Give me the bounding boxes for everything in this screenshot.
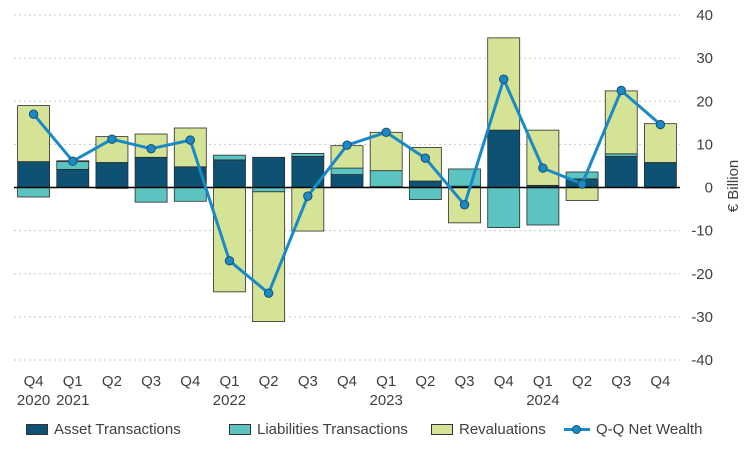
gridlines bbox=[14, 14, 680, 361]
x-tick-year: 2024 bbox=[526, 392, 559, 409]
net-wealth-point-15 bbox=[616, 85, 626, 96]
bar-liabilities-transactions-8 bbox=[330, 167, 364, 175]
legend-item-liabilities-transactions: Liabilities Transactions bbox=[229, 416, 408, 442]
x-tick-quarter: Q4 bbox=[180, 373, 200, 390]
bar-asset-transactions-6 bbox=[252, 156, 286, 188]
legend-label: Liabilities Transactions bbox=[257, 420, 408, 438]
net-wealth-point-10 bbox=[420, 153, 431, 163]
bar-asset-transactions-5 bbox=[213, 159, 246, 188]
bar-asset-transactions-10 bbox=[408, 180, 442, 188]
x-tick-quarter: Q4 bbox=[650, 373, 670, 390]
bar-asset-transactions-12 bbox=[487, 129, 521, 188]
legend-swatch-net-wealth bbox=[564, 424, 590, 435]
x-tick-quarter: Q3 bbox=[298, 373, 318, 390]
x-tick-quarter: Q2 bbox=[259, 373, 279, 390]
net-wealth-point-12 bbox=[499, 74, 509, 84]
net-wealth-point-0 bbox=[28, 109, 39, 119]
bar-revaluations-14 bbox=[565, 187, 599, 201]
legend-swatch-liabilities-transactions bbox=[229, 423, 251, 435]
x-tick-quarter: Q3 bbox=[455, 373, 475, 390]
y-tick-label: -30 bbox=[691, 309, 713, 326]
y-tick-label: 20 bbox=[696, 93, 713, 110]
x-tick-quarter: Q3 bbox=[141, 373, 161, 390]
net-wealth-point-13 bbox=[538, 163, 548, 173]
legend-item-revaluations: Revaluations bbox=[431, 416, 546, 442]
net-wealth-point-9 bbox=[381, 127, 391, 138]
net-wealth-point-8 bbox=[342, 140, 352, 150]
x-tick-quarter: Q2 bbox=[572, 373, 592, 390]
bars bbox=[17, 37, 677, 323]
net-wealth-point-16 bbox=[655, 119, 666, 130]
bar-asset-transactions-1 bbox=[56, 168, 90, 188]
y-axis-ticks: -40 -30 -20 -10 0 10 20 30 40 bbox=[691, 7, 713, 369]
x-tick-quarter: Q4 bbox=[337, 373, 357, 390]
net-wealth-point-3 bbox=[146, 143, 156, 154]
bar-liabilities-transactions-5 bbox=[213, 154, 246, 161]
legend-item-asset-transactions: Asset Transactions bbox=[26, 416, 181, 442]
x-axis-ticks: Q4 2020 Q1 2021 Q2 Q3 Q4 Q1 2022 Q2 Q3 Q4 Q1 2023 Q2 Q3… bbox=[17, 373, 671, 409]
bar-asset-transactions-0 bbox=[17, 161, 50, 188]
x-tick-quarter: Q1 bbox=[63, 373, 83, 390]
bar-revaluations-6 bbox=[252, 191, 286, 323]
x-tick-quarter: Q3 bbox=[611, 373, 631, 390]
x-tick-quarter: Q4 bbox=[24, 373, 44, 390]
legend-label: Revaluations bbox=[459, 420, 546, 438]
bar-liabilities-transactions-0 bbox=[17, 187, 50, 198]
bar-liabilities-transactions-4 bbox=[173, 187, 207, 202]
net-wealth-point-11 bbox=[459, 200, 470, 210]
legend-label: Asset Transactions bbox=[54, 420, 181, 438]
legend-swatch-asset-transactions bbox=[26, 423, 48, 435]
net-wealth-point-1 bbox=[68, 156, 78, 166]
x-tick-year: 2021 bbox=[56, 392, 89, 409]
bar-revaluations-4 bbox=[173, 127, 207, 168]
x-tick-quarter: Q1 bbox=[376, 373, 396, 390]
x-tick-year: 2020 bbox=[17, 392, 50, 409]
bar-asset-transactions-2 bbox=[95, 162, 129, 188]
y-tick-label: 0 bbox=[705, 180, 713, 197]
bar-liabilities-transactions-14 bbox=[565, 171, 599, 180]
y-tick-label: 10 bbox=[696, 136, 713, 153]
x-tick-quarter: Q4 bbox=[494, 373, 514, 390]
net-wealth-point-4 bbox=[185, 135, 195, 145]
y-tick-label: 30 bbox=[696, 50, 713, 67]
bar-asset-transactions-16 bbox=[644, 162, 677, 188]
y-tick-label: -20 bbox=[691, 266, 713, 283]
y-tick-label: 40 bbox=[696, 7, 713, 24]
y-tick-label: -40 bbox=[691, 352, 713, 369]
legend-label: Q-Q Net Wealth bbox=[596, 420, 703, 438]
x-tick-quarter: Q2 bbox=[415, 373, 435, 390]
bar-asset-transactions-15 bbox=[604, 156, 638, 188]
legend-item-net-wealth: Q-Q Net Wealth bbox=[564, 416, 702, 442]
bar-liabilities-transactions-13 bbox=[526, 187, 560, 226]
y-axis-label: € Billion bbox=[725, 160, 742, 213]
net-wealth-line-group bbox=[28, 74, 666, 298]
bar-asset-transactions-8 bbox=[330, 174, 364, 188]
net-wealth-point-14 bbox=[577, 179, 587, 189]
legend-swatch-revaluations bbox=[431, 423, 453, 435]
net-wealth-point-6 bbox=[263, 288, 274, 298]
net-wealth-point-5 bbox=[224, 256, 235, 266]
x-tick-year: 2023 bbox=[369, 392, 402, 409]
bar-liabilities-transactions-12 bbox=[487, 187, 521, 229]
x-tick-quarter: Q1 bbox=[533, 373, 553, 390]
net-wealth-point-7 bbox=[303, 191, 313, 201]
x-tick-quarter: Q2 bbox=[102, 373, 122, 390]
bar-revaluations-13 bbox=[526, 129, 560, 186]
bar-revaluations-16 bbox=[644, 123, 677, 163]
bar-liabilities-transactions-7 bbox=[291, 153, 325, 157]
bar-asset-transactions-3 bbox=[134, 156, 168, 188]
y-tick-label: -10 bbox=[691, 223, 713, 240]
x-tick-year: 2022 bbox=[213, 392, 246, 409]
legend: Asset Transactions Liabilities Transacti… bbox=[0, 416, 756, 442]
bar-liabilities-transactions-9 bbox=[369, 170, 403, 188]
bar-liabilities-transactions-10 bbox=[408, 187, 442, 200]
bar-liabilities-transactions-3 bbox=[134, 187, 168, 203]
x-tick-quarter: Q1 bbox=[219, 373, 239, 390]
bar-revaluations-10 bbox=[408, 146, 442, 182]
net-wealth-point-2 bbox=[107, 134, 117, 144]
bar-revaluations-5 bbox=[213, 187, 246, 293]
